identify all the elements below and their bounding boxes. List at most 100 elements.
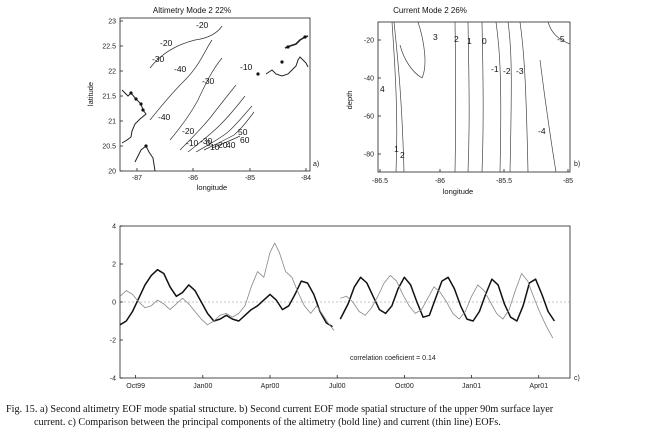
panel-c-y-tick-label: 2 — [112, 262, 116, 269]
panel-b-contour-label: -5 — [557, 34, 565, 44]
panel-a-y-tick-label: 20.5 — [102, 144, 116, 151]
panel-b-contour-label: 1 — [394, 144, 399, 154]
panel-b-tag: b) — [574, 161, 580, 168]
panel-a-title: Altimetry Mode 2 22% — [153, 6, 231, 15]
panel-a-contour-label: -10 — [240, 62, 253, 72]
panel-a-x-tick-label: -87 — [132, 175, 142, 182]
panel-b: Current Mode 2 26% 3 2 1 0 -1 -2 -3 -4 -… — [345, 6, 580, 196]
panel-a-station-dot — [286, 45, 290, 49]
panel-c-x-axis: Oct99 Jan00 Apr00 Jul00 Oct00 Jan01 Apr01 — [126, 375, 548, 390]
panel-c-y-tick-label: 4 — [112, 224, 116, 231]
panel-c-x-tick-label: Apr00 — [261, 383, 280, 390]
panel-a-coastline-south — [134, 145, 156, 172]
panel-a-contour-label: -30 — [200, 136, 213, 146]
panel-b-y-tick-label: -60 — [364, 114, 374, 121]
panel-c-tag: c) — [574, 375, 580, 382]
panel-a-y-tick-label: 21 — [108, 119, 116, 126]
panel-a-x-label: longitude — [197, 183, 227, 192]
panel-b-contour-label: 2 — [454, 34, 459, 44]
panel-a-station-dot — [280, 60, 284, 64]
panel-c-x-tick-label: Jan01 — [462, 383, 481, 390]
panel-a-contour-label: 0 — [206, 138, 211, 148]
panel-b-x-tick-label: -86.5 — [372, 178, 388, 185]
panel-b-contour-label: 4 — [380, 84, 385, 94]
panel-c-x-tick-label: Jul00 — [329, 383, 346, 390]
panel-a-station-dot — [141, 108, 145, 112]
panel-b-contour-label: -4 — [538, 126, 546, 136]
panel-c-y-tick-label: -2 — [110, 338, 116, 345]
panel-a-contours — [149, 25, 255, 153]
panel-b-contour-label: -3 — [516, 66, 524, 76]
panel-a-contour-label: -10 — [186, 138, 199, 148]
current-series-line — [119, 242, 335, 331]
panel-c-annotation: correlation coeficient = 0.14 — [350, 355, 436, 362]
panel-a-contour-label: -30 — [202, 76, 215, 86]
altimetry-series-line — [339, 276, 556, 322]
panel-c-x-tick-label: Oct99 — [126, 383, 145, 390]
panel-a-contour-label: -20 — [196, 20, 209, 30]
panel-a-contour-label: -30 — [152, 54, 165, 64]
panel-a-station-dot — [144, 144, 148, 148]
panel-b-contour-label: -1 — [491, 64, 499, 74]
figure-caption: Fig. 15. a) Second altimetry EOF mode sp… — [6, 404, 656, 429]
panel-a-y-tick-label: 20 — [108, 169, 116, 176]
panel-a-station-dot — [256, 72, 260, 76]
panel-b-x-tick-label: -85 — [563, 178, 573, 185]
panel-b-contours — [391, 21, 571, 173]
panel-b-title: Current Mode 2 26% — [393, 6, 467, 15]
panel-a-contour-label: 20 — [218, 140, 228, 150]
panel-a-station-dot — [134, 97, 138, 101]
panel-a-tag: a) — [313, 161, 319, 168]
panel-a-y-axis: 23 22.5 22 21.5 21 20.5 20 — [102, 19, 123, 176]
panel-a-x-tick-label: -84 — [301, 175, 311, 182]
panel-a-y-tick-label: 21.5 — [102, 94, 116, 101]
panel-b-frame — [377, 21, 571, 173]
panel-a-frame — [119, 17, 311, 172]
panel-a-x-tick-label: -85 — [245, 175, 255, 182]
panel-a-y-tick-label: 22 — [108, 69, 116, 76]
panel-a-contour-label: 40 — [226, 140, 236, 150]
panel-c-y-tick-label: 0 — [112, 300, 116, 307]
panel-b-x-label: longitude — [443, 187, 473, 196]
panel-a-contour-label: -20 — [160, 38, 173, 48]
panel-a-x-tick-label: -86 — [188, 175, 198, 182]
panel-b-contour-label: 2 — [400, 150, 405, 160]
panel-a-contour-label: 10 — [210, 142, 220, 152]
panel-c-x-tick-label: Jan00 — [193, 383, 212, 390]
panel-c-x-tick-label: Oct00 — [395, 383, 414, 390]
panel-c-series — [119, 242, 556, 339]
panel-b-contour-label: -2 — [503, 66, 511, 76]
panel-a-station-dot — [129, 91, 133, 95]
panel-b-y-tick-label: -20 — [364, 38, 374, 45]
panel-c: 4 2 0 -2 -4 Oct99 Jan00 Apr00 Jul00 Oct00 Jan01 Ap… — [110, 224, 580, 391]
panel-b-contour-label: 1 — [467, 36, 472, 46]
panel-b-x-axis: -86.5 -86 -85.5 -85 — [372, 169, 573, 185]
panel-a: Altimetry Mode 2 22% -20 -30 -40 -20 — [86, 6, 319, 192]
panel-a-station-dot — [139, 102, 143, 106]
caption-line-2: current. c) Comparison between the princ… — [34, 416, 501, 428]
panel-a-contour-label: 50 — [238, 127, 248, 137]
panel-a-y-tick-label: 22.5 — [102, 44, 116, 51]
panel-b-y-tick-label: -40 — [364, 76, 374, 83]
panel-b-y-tick-label: -80 — [364, 152, 374, 159]
panel-c-y-tick-label: -4 — [110, 376, 116, 383]
panel-a-y-label: latitude — [86, 82, 95, 106]
panel-a-contour-label: -40 — [174, 64, 187, 74]
panel-a-coastline-west — [121, 89, 147, 144]
panel-a-y-tick-label: 23 — [108, 19, 116, 26]
panel-a-contour-label: -40 — [158, 112, 171, 122]
panel-c-x-tick-label: Apr01 — [529, 383, 548, 390]
panel-a-contour-label: -20 — [182, 126, 195, 136]
panel-b-y-label: depth — [345, 91, 354, 110]
panel-b-contour-label: 0 — [482, 36, 487, 46]
panel-a-station-dot — [303, 35, 307, 39]
panel-c-y-axis: 4 2 0 -2 -4 — [110, 224, 123, 383]
panel-b-x-tick-label: -85.5 — [496, 178, 512, 185]
panel-b-contour-label: 3 — [433, 32, 438, 42]
panel-a-x-axis: -87 -86 -85 -84 — [132, 168, 311, 182]
panel-a-coastline-east — [265, 56, 309, 77]
panel-b-y-axis: -20 -40 -60 -80 — [364, 38, 381, 159]
panel-b-x-tick-label: -86 — [435, 178, 445, 185]
panel-a-contour-label: 60 — [240, 135, 250, 145]
